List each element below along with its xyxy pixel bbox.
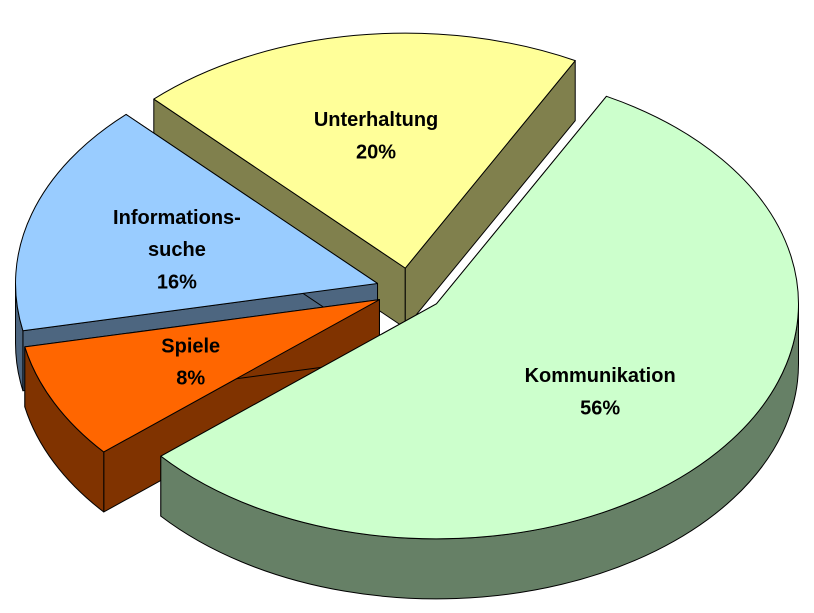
slice-label: Informations-suche [113, 207, 241, 261]
slice-value-label: 20% [356, 141, 396, 163]
slice [153, 32, 576, 269]
slice-label-line: Informations- [113, 207, 241, 229]
slice-label: Kommunikation [525, 366, 676, 388]
slice-label-line: Kommunikation [525, 366, 676, 388]
slice-value-label: 56% [580, 398, 620, 420]
slice-value-label: 16% [157, 271, 197, 293]
slice-label-line: Spiele [161, 336, 220, 358]
slice-label: Spiele [161, 336, 220, 358]
slice-label-line: Unterhaltung [314, 109, 438, 131]
slice [24, 299, 380, 453]
slice-label-line: suche [148, 239, 206, 261]
slice [160, 95, 799, 540]
slice-value-label: 8% [176, 368, 205, 390]
slice [15, 113, 379, 332]
slice-label: Unterhaltung [314, 109, 438, 131]
